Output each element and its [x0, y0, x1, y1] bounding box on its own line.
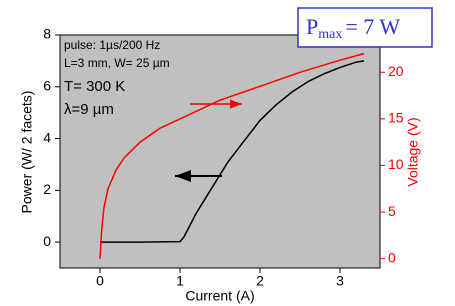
y2-tick-label: 10 [388, 156, 404, 172]
y2-axis-label: Voltage (V) [405, 117, 421, 186]
y-tick-label: 0 [43, 233, 51, 249]
annotation: pulse: 1µs/200 Hz [64, 38, 160, 52]
annotation: λ=9 µm [64, 101, 114, 118]
x-tick-label: 3 [336, 273, 344, 289]
y-axis-label: Power (W/ 2 facets) [19, 91, 35, 214]
pmax-rest: = 7 W [345, 14, 400, 39]
x-tick-label: 1 [176, 273, 184, 289]
data-line [99, 52, 365, 259]
data-line [100, 60, 365, 243]
pmax-sub: max [318, 27, 342, 42]
annotation: T= 300 K [64, 78, 125, 95]
plot-area [59, 34, 381, 269]
pmax-text: Pmax = 7 W [306, 14, 400, 42]
y-tick-label: 2 [43, 181, 51, 197]
y2-tick-label: 0 [388, 249, 396, 265]
pmax-box [297, 7, 433, 48]
y-tick-label: 6 [43, 77, 51, 93]
y-tick-label: 8 [43, 26, 51, 42]
annotation: L=3 mm, W= 25 µm [64, 56, 170, 70]
x-tick-label: 0 [96, 273, 104, 289]
y-tick-label: 4 [43, 129, 51, 145]
pmax-main: P [306, 14, 318, 39]
x-tick-label: 2 [256, 273, 264, 289]
y2-tick-label: 20 [388, 63, 404, 79]
x-axis-label: Current (A) [185, 288, 254, 304]
y2-tick-label: 15 [388, 110, 404, 126]
y2-tick-label: 5 [388, 203, 396, 219]
